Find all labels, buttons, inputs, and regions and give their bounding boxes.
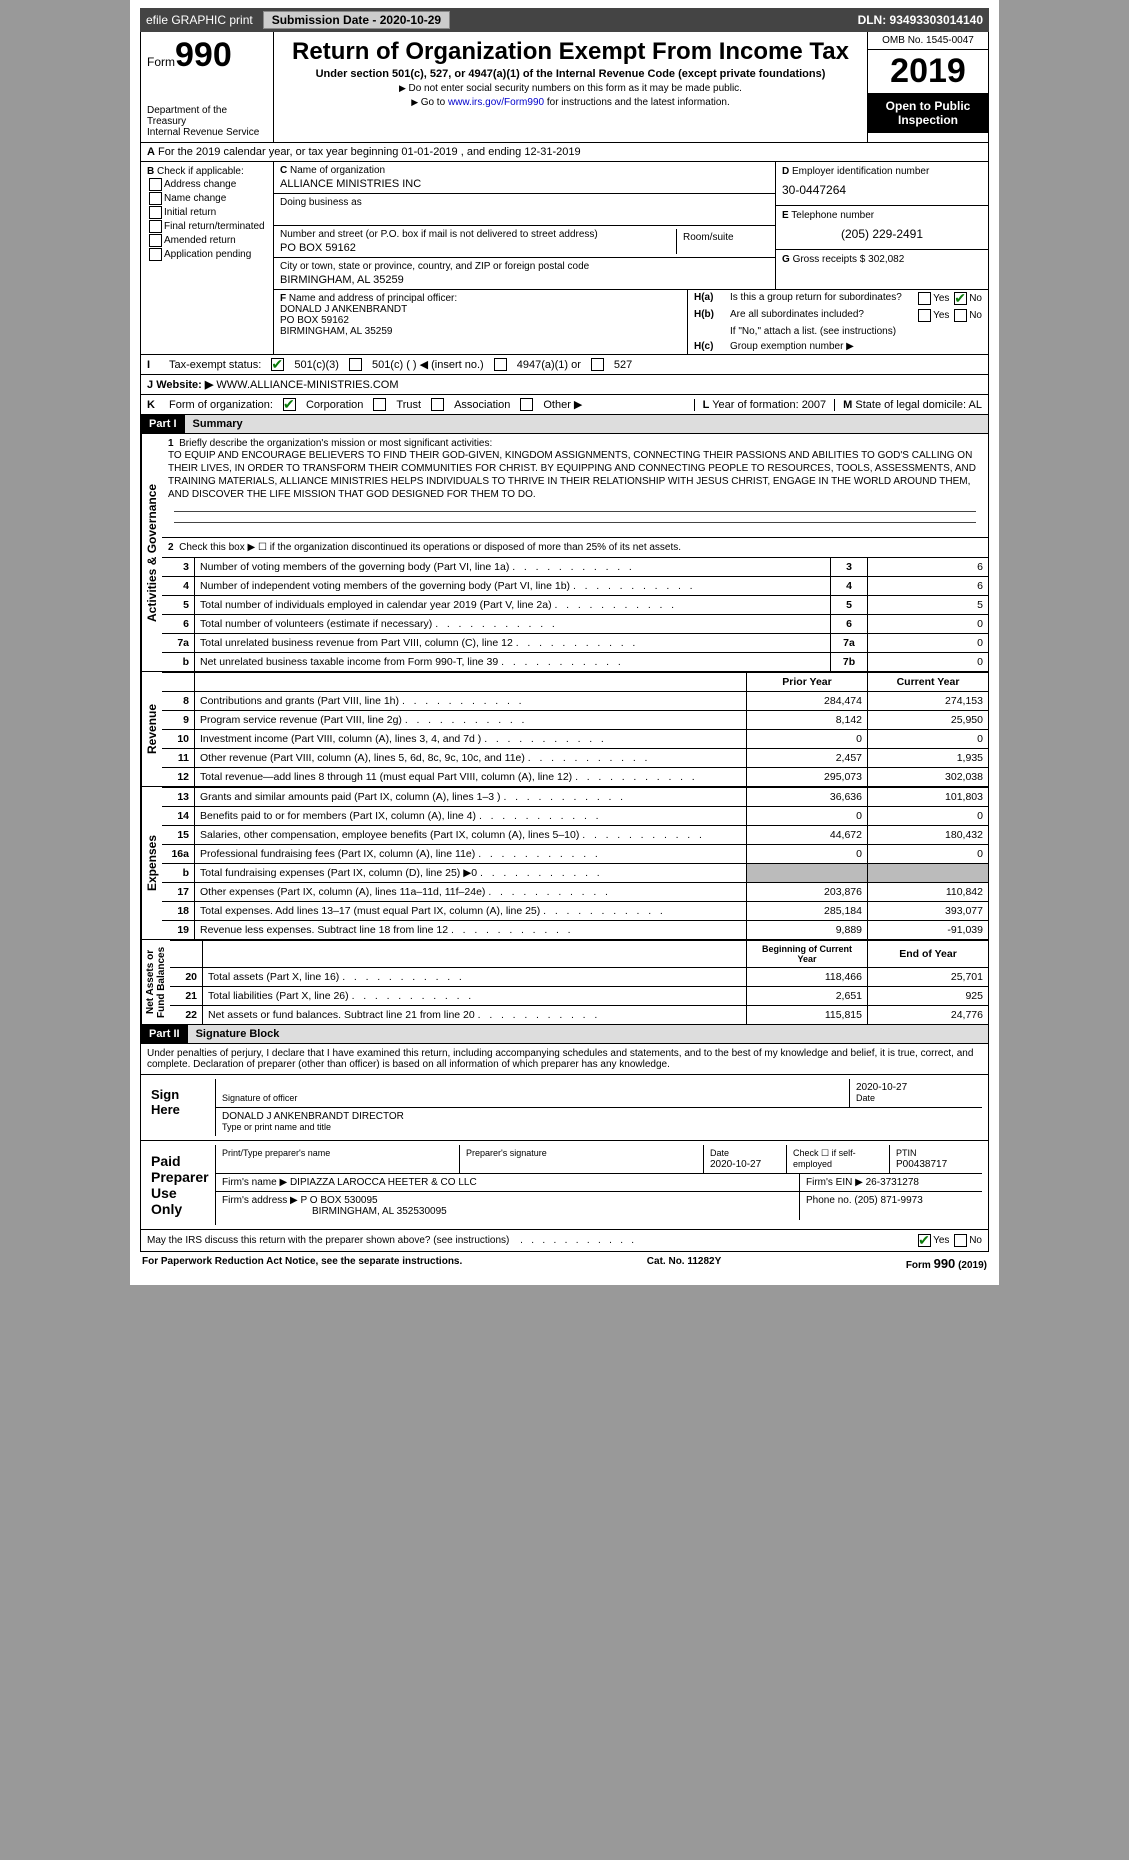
exp-table: 13Grants and similar amounts paid (Part … [162, 787, 988, 939]
form-label: Form [147, 55, 175, 69]
form-header: Form990 Department of the Treasury Inter… [140, 32, 989, 143]
hc-text: Group exemption number ▶ [730, 341, 982, 352]
omb-number: OMB No. 1545-0047 [868, 32, 988, 50]
mission-text: TO EQUIP AND ENCOURAGE BELIEVERS TO FIND… [168, 450, 976, 500]
website: WWW.ALLIANCE-MINISTRIES.COM [216, 379, 398, 391]
part2-title: Signature Block [188, 1025, 988, 1043]
ptin: P00438717 [896, 1159, 947, 1170]
officer-sig-name: DONALD J ANKENBRANDT DIRECTOR [222, 1111, 404, 1122]
irs-link[interactable]: www.irs.gov/Form990 [448, 97, 544, 108]
part1-title: Summary [185, 415, 988, 433]
firm-ein: 26-3731278 [866, 1177, 919, 1188]
efile-label: efile GRAPHIC print [146, 13, 253, 27]
sign-here: Sign Here [147, 1079, 215, 1136]
firm-addr: P O BOX 530095 [301, 1195, 378, 1206]
net-tab: Net Assets or Fund Balances [141, 940, 170, 1024]
org-name: ALLIANCE MINISTRIES INC [280, 178, 769, 190]
net-table: Beginning of Current YearEnd of Year 20T… [170, 940, 988, 1024]
form-title: Return of Organization Exempt From Incom… [282, 38, 859, 66]
city-label: City or town, state or province, country… [280, 261, 589, 272]
part2-hdr: Part II [141, 1025, 188, 1043]
foot-left: For Paperwork Reduction Act Notice, see … [142, 1256, 462, 1271]
officer-addr1: PO BOX 59162 [280, 315, 349, 326]
ssn-note: Do not enter social security numbers on … [282, 83, 859, 94]
ein: 30-0447264 [782, 183, 982, 197]
dba-label: Doing business as [280, 197, 362, 208]
street: PO BOX 59162 [280, 242, 676, 254]
street-label: Number and street (or P.O. box if mail i… [280, 229, 598, 240]
goto-pre: Go to [411, 97, 448, 108]
gross-label: Gross receipts $ [793, 254, 866, 265]
b-label: Check if applicable: [157, 166, 244, 177]
open-to-public: Open to Public Inspection [868, 93, 988, 133]
firm-name: DIPIAZZA LAROCCA HEETER & CO LLC [290, 1177, 477, 1188]
line2: Check this box ▶ ☐ if the organization d… [179, 542, 681, 553]
form-number: 990 [175, 36, 232, 74]
top-bar: efile GRAPHIC print Submission Date - 20… [140, 8, 989, 32]
gov-table: 3Number of voting members of the governi… [162, 557, 988, 671]
firm-phone: (205) 871-9973 [854, 1195, 922, 1206]
gov-tab: Activities & Governance [141, 434, 162, 671]
dept-treasury: Department of the Treasury Internal Reve… [147, 105, 267, 138]
phone: (205) 229-2491 [782, 227, 982, 241]
paid-preparer: Paid Preparer Use Only [147, 1145, 215, 1225]
section-b: B Check if applicable: Address change Na… [141, 162, 274, 354]
form-subtitle: Under section 501(c), 527, or 4947(a)(1)… [282, 68, 859, 80]
rev-table: Prior YearCurrent Year 8Contributions an… [162, 672, 988, 786]
part1-hdr: Part I [141, 415, 185, 433]
hb-text: Are all subordinates included? [730, 309, 916, 322]
ha-text: Is this a group return for subordinates? [730, 292, 916, 305]
officer-name: DONALD J ANKENBRANDT [280, 304, 407, 315]
gross-val: 302,082 [868, 254, 904, 265]
foot-right: Form 990 (2019) [906, 1256, 987, 1271]
discuss-text: May the IRS discuss this return with the… [147, 1235, 509, 1246]
tax-year: 2019 [868, 50, 988, 93]
k-label: Form of organization: [169, 399, 273, 411]
i-label: Tax-exempt status: [169, 359, 261, 371]
room-label: Room/suite [677, 229, 769, 254]
phone-label: Telephone number [791, 210, 874, 221]
dln: DLN: 93493303014140 [858, 13, 983, 27]
perjury: Under penalties of perjury, I declare th… [140, 1044, 989, 1075]
line-a: For the 2019 calendar year, or tax year … [158, 146, 581, 158]
rev-tab: Revenue [141, 672, 162, 786]
hb-note: If "No," attach a list. (see instruction… [730, 326, 982, 337]
city: BIRMINGHAM, AL 35259 [280, 274, 769, 286]
f-label: Name and address of principal officer: [289, 293, 457, 304]
officer-addr2: BIRMINGHAM, AL 35259 [280, 326, 392, 337]
exp-tab: Expenses [141, 787, 162, 939]
foot-center: Cat. No. 11282Y [647, 1256, 721, 1271]
c-name-label: Name of organization [290, 165, 385, 176]
j-label: Website: ▶ [156, 379, 213, 391]
submission-date: Submission Date - 2020-10-29 [263, 11, 450, 29]
goto-post: for instructions and the latest informat… [544, 97, 730, 108]
mission-label: Briefly describe the organization's miss… [179, 438, 492, 449]
ein-label: Employer identification number [792, 166, 929, 177]
